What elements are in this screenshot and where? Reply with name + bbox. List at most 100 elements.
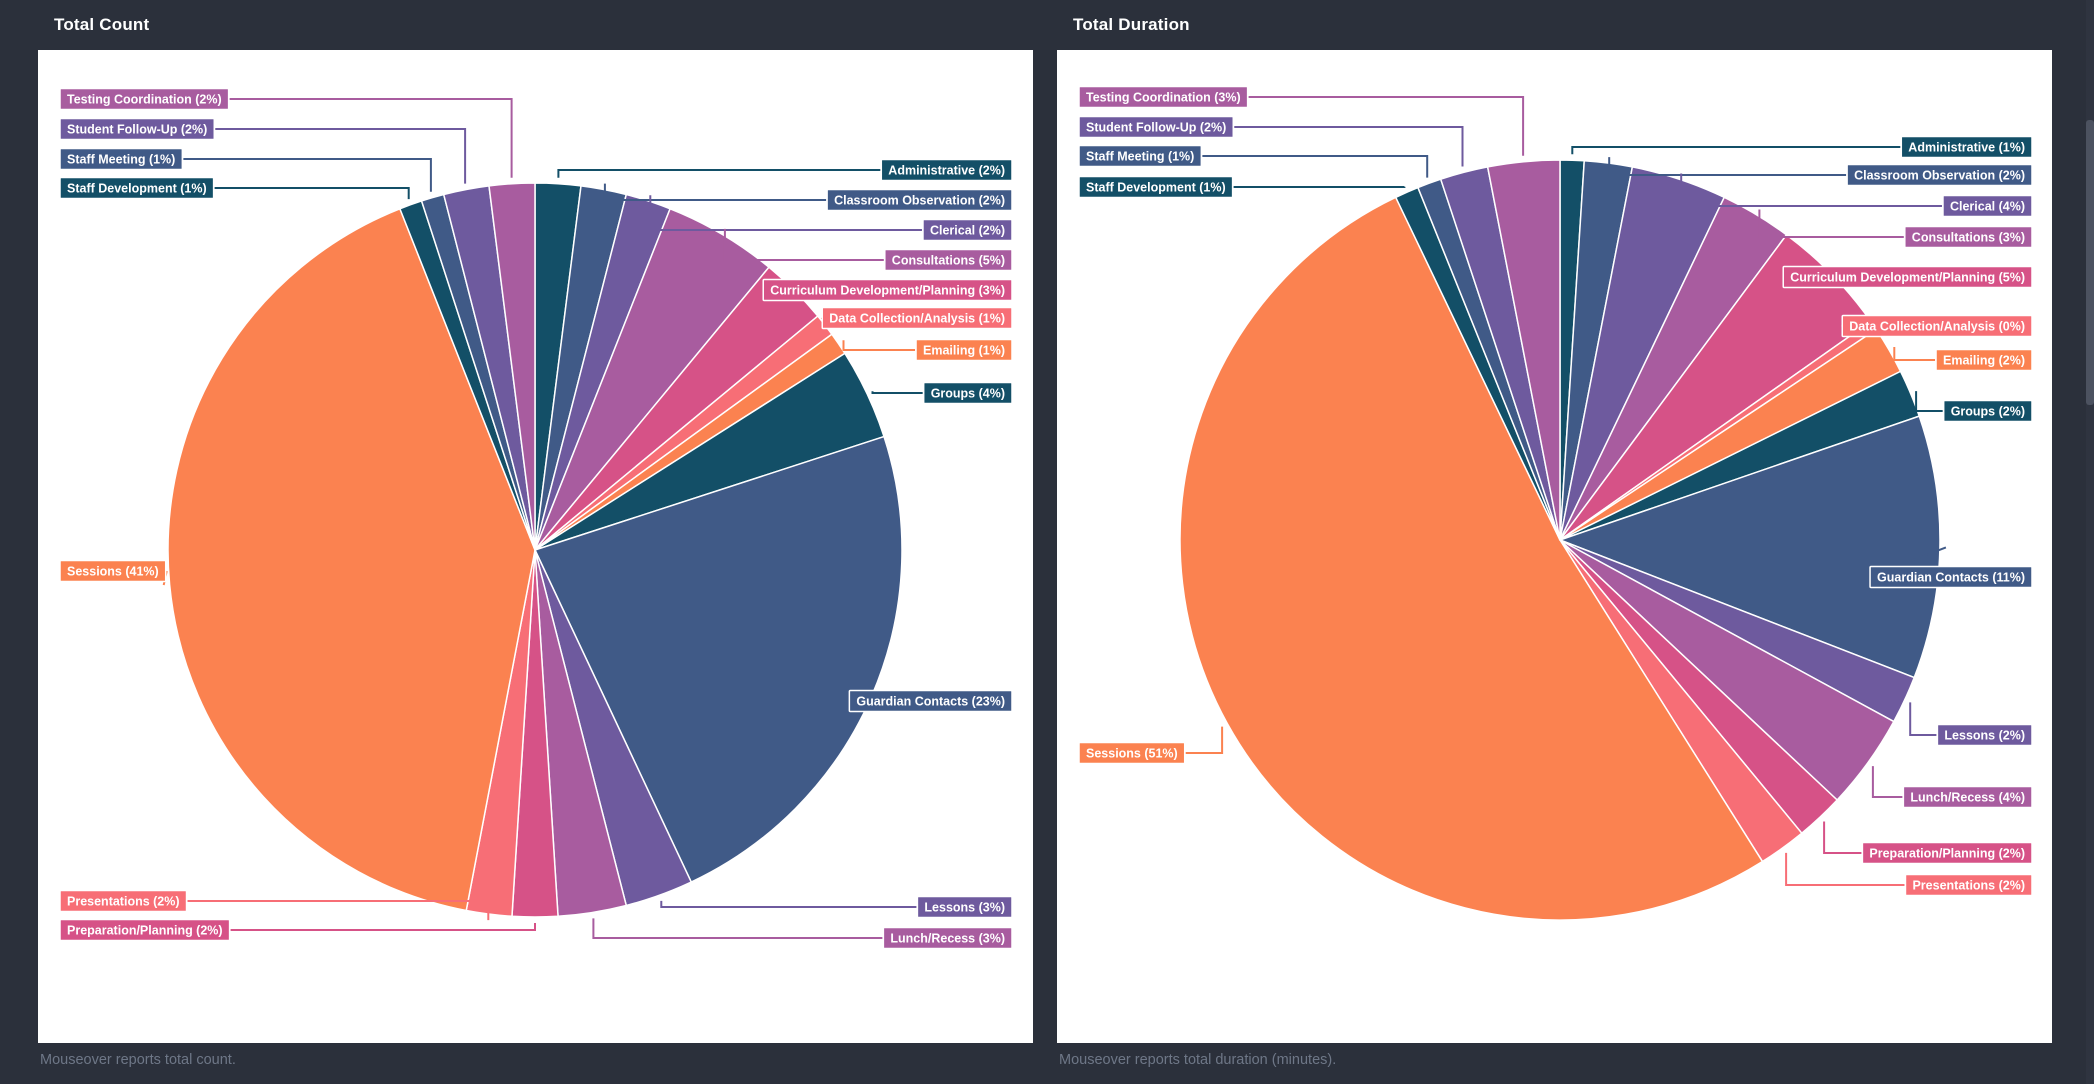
callout-label-box	[821, 306, 1013, 330]
callout-staff-development: Staff Development (1%)	[1078, 175, 1234, 199]
callout-clerical: Clerical (4%)	[1942, 194, 2033, 218]
scrollbar-track[interactable]	[2086, 0, 2094, 1084]
leader-line	[1758, 209, 1904, 238]
pie-slice-testing-coordination[interactable]	[488, 182, 536, 551]
total-count-pie-chart[interactable]: Administrative (2%) Classroom Observation…	[38, 50, 1033, 1043]
callout-label-box	[1869, 565, 2033, 589]
callout-emailing: Emailing (2%)	[1935, 348, 2033, 372]
callout-consultations: Consultations (3%)	[1904, 225, 2033, 249]
callout-label-text: Clerical (2%)	[930, 224, 1005, 238]
callout-staff-meeting: Staff Meeting (1%)	[1078, 144, 1203, 168]
pie-slice-sessions[interactable]	[1179, 196, 1764, 921]
leader-line	[1785, 852, 1905, 886]
callout-label-box	[848, 689, 1013, 713]
callout-label-box	[922, 218, 1013, 242]
callout-label-box	[916, 895, 1013, 919]
leader-line	[1893, 347, 1936, 361]
callout-label-box	[884, 248, 1013, 272]
callout-label-text: Curriculum Development/Planning (5%)	[1790, 271, 2025, 285]
callout-label-box	[59, 147, 184, 171]
leader-line	[649, 195, 922, 231]
callout-groups: Groups (4%)	[922, 381, 1013, 405]
callout-label-box	[1841, 314, 2033, 338]
total-duration-pie-chart[interactable]: Administrative (1%) Classroom Observation…	[1057, 50, 2052, 1043]
leader-line	[723, 228, 884, 261]
callout-label-box	[882, 926, 1013, 950]
callout-presentations: Presentations (2%)	[1904, 873, 2033, 897]
callout-label-text: Presentations (2%)	[67, 895, 180, 909]
leader-line	[1871, 766, 1903, 798]
callout-label-box	[1902, 785, 2033, 809]
pie-slice-guardian-contacts[interactable]	[1559, 415, 1941, 679]
callout-label-box	[1846, 163, 2033, 187]
callout-label-box	[915, 338, 1013, 362]
callout-label-box	[880, 158, 1013, 182]
page-title-total-count: Total Count	[54, 15, 150, 34]
callout-label-box	[922, 381, 1013, 405]
leader-line	[1823, 821, 1862, 854]
leader-line	[1571, 146, 1901, 155]
callout-label-box	[1900, 135, 2033, 159]
callout-data-collection-analysis: Data Collection/Analysis (1%)	[821, 306, 1013, 330]
callout-lessons: Lessons (3%)	[916, 895, 1013, 919]
total-count-panel: Total Count Administrative (2%) Classroom…	[38, 0, 1033, 1068]
callout-label-text: Testing Coordination (2%)	[67, 93, 222, 107]
callout-label-box	[59, 918, 231, 942]
callout-label-box	[1904, 873, 2033, 897]
callout-label-text: Data Collection/Analysis (0%)	[1849, 320, 2025, 334]
leader-line	[1248, 96, 1525, 156]
callout-label-box	[762, 278, 1013, 302]
callout-label-box	[1942, 194, 2033, 218]
callout-presentations: Presentations (2%)	[59, 889, 188, 913]
callout-label-text: Testing Coordination (3%)	[1086, 91, 1241, 105]
callout-label-text: Classroom Observation (2%)	[834, 194, 1005, 208]
callout-administrative: Administrative (1%)	[1900, 135, 2033, 159]
leader-line	[592, 918, 883, 939]
pie-slice-sessions[interactable]	[167, 208, 536, 912]
callout-label-text: Staff Meeting (1%)	[67, 153, 175, 167]
callout-label-text: Consultations (3%)	[1912, 231, 2025, 245]
callout-label-box	[1782, 265, 2033, 289]
leader-line	[1909, 702, 1937, 736]
pie-slices	[1179, 159, 1941, 921]
callout-label-text: Consultations (5%)	[892, 254, 1005, 268]
callout-label-text: Staff Development (1%)	[1086, 181, 1226, 195]
leader-line	[187, 900, 490, 921]
callout-lessons: Lessons (2%)	[1936, 723, 2033, 747]
callout-label-box	[59, 889, 188, 913]
callout-label-box	[59, 559, 167, 583]
callout-testing-coordination: Testing Coordination (2%)	[59, 87, 230, 111]
callout-label-text: Guardian Contacts (23%)	[856, 695, 1005, 709]
callout-label-text: Clerical (4%)	[1950, 200, 2025, 214]
callout-label-text: Sessions (41%)	[67, 565, 159, 579]
callout-lunch-recess: Lunch/Recess (4%)	[1902, 785, 2033, 809]
callout-label-text: Staff Development (1%)	[67, 182, 207, 196]
callout-label-text: Administrative (2%)	[888, 164, 1005, 178]
callout-clerical: Clerical (2%)	[922, 218, 1013, 242]
callout-label-box	[1078, 85, 1249, 109]
leader-line	[230, 923, 536, 931]
callout-label-text: Administrative (1%)	[1908, 141, 2025, 155]
total-count-chart-area: Administrative (2%) Classroom Observation…	[38, 50, 1033, 1043]
callout-guardian-contacts: Guardian Contacts (11%)	[1869, 565, 2033, 589]
callout-preparation-planning: Preparation/Planning (2%)	[1861, 841, 2033, 865]
callout-label-text: Preparation/Planning (2%)	[67, 924, 223, 938]
scrollbar-thumb[interactable]	[2086, 120, 2094, 405]
callout-administrative: Administrative (2%)	[880, 158, 1013, 182]
callout-label-text: Classroom Observation (2%)	[1854, 169, 2025, 183]
callout-groups: Groups (2%)	[1942, 399, 2033, 423]
pie-slice-testing-coordination[interactable]	[1486, 159, 1561, 541]
callout-emailing: Emailing (1%)	[915, 338, 1013, 362]
callout-label-text: Presentations (2%)	[1912, 879, 2025, 893]
callout-label-box	[826, 188, 1013, 212]
total-count-caption: Mouseover reports total count.	[40, 1052, 236, 1068]
callout-preparation-planning: Preparation/Planning (2%)	[59, 918, 231, 942]
callout-label-text: Student Follow-Up (2%)	[67, 123, 207, 137]
callout-student-follow-up: Student Follow-Up (2%)	[59, 117, 216, 141]
leader-line	[215, 128, 467, 184]
leader-line	[1202, 155, 1429, 178]
leader-line	[660, 900, 917, 908]
leader-line	[1234, 126, 1464, 167]
callout-label-text: Lunch/Recess (3%)	[890, 932, 1005, 946]
callout-classroom-observation: Classroom Observation (2%)	[826, 188, 1013, 212]
